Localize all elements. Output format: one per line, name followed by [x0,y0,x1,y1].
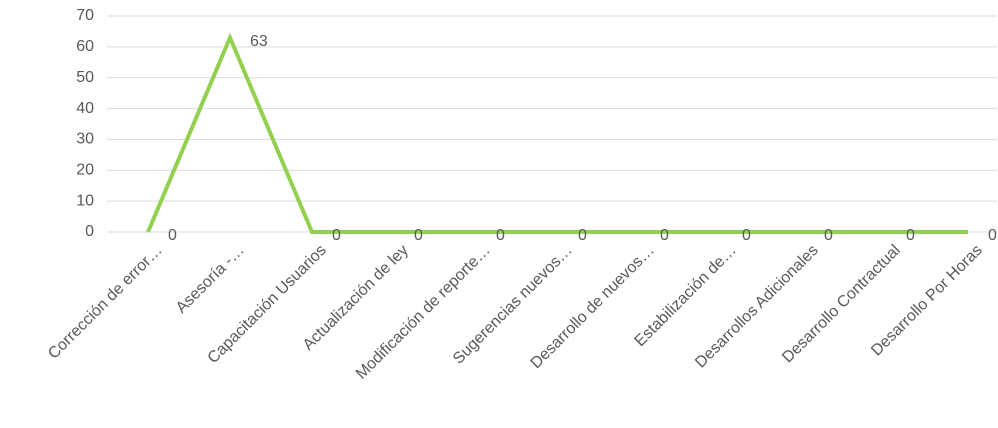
data-label: 0 [824,227,833,244]
y-tick-label: 10 [76,192,94,209]
data-label: 0 [578,227,587,244]
y-tick-label: 30 [76,131,94,148]
data-label: 0 [332,227,341,244]
data-label: 0 [742,227,751,244]
x-tick-label: Corrección de error… [45,242,166,363]
data-label: 63 [250,33,268,50]
y-tick-label: 0 [85,223,94,240]
x-tick-label: Modificación de reporte… [353,242,494,383]
y-tick-label: 60 [76,38,94,55]
y-tick-label: 70 [76,7,94,24]
line [146,32,968,234]
x-tick-label: Asesoría -… [173,242,248,317]
y-tick-label: 40 [76,100,94,117]
data-label: 0 [414,227,423,244]
data-label: 0 [906,227,915,244]
data-label: 0 [660,227,669,244]
y-tick-label: 20 [76,162,94,179]
data-label: 0 [168,227,177,244]
y-tick-label: 50 [76,69,94,86]
data-label: 0 [988,227,997,244]
data-label: 0 [496,227,505,244]
